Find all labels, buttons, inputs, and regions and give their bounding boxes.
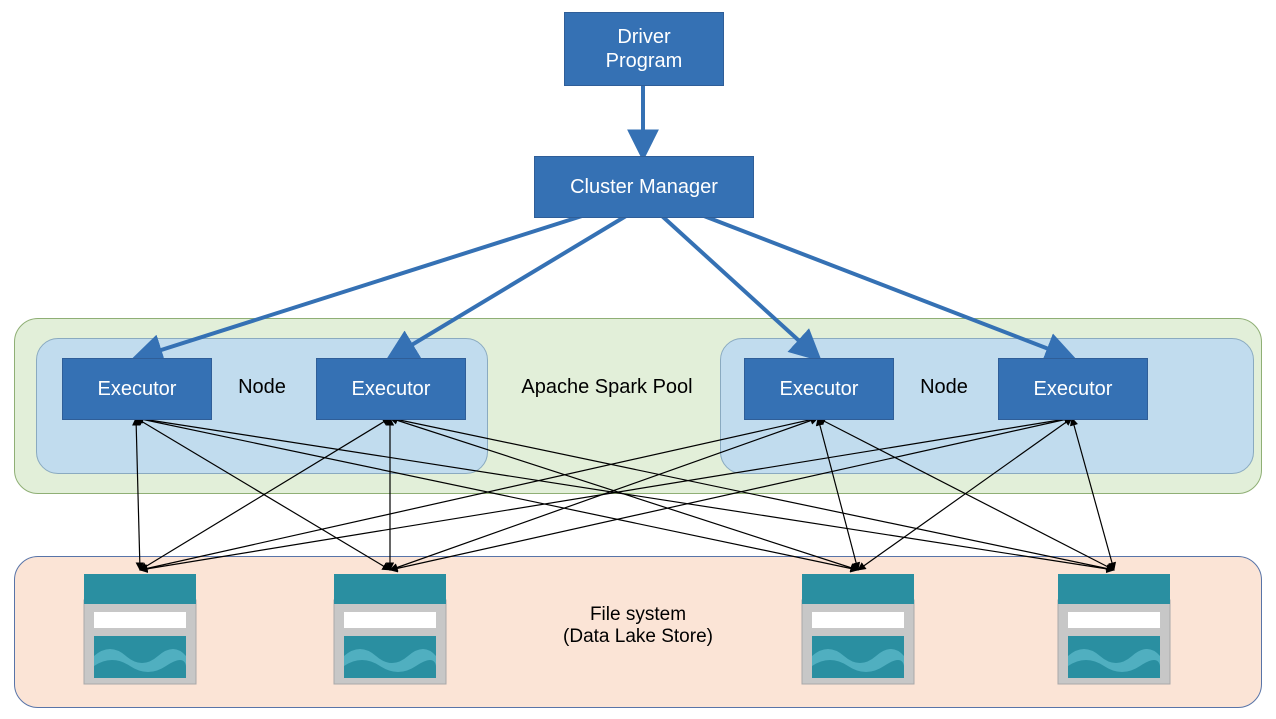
data-store-icon-2	[796, 570, 920, 688]
data-store-icon-0	[78, 570, 202, 688]
node-label-right: Node	[894, 376, 994, 404]
cluster-manager-box: Cluster Manager	[534, 156, 754, 218]
data-store-icon-3	[1052, 570, 1176, 688]
executor-box-1: Executor	[316, 358, 466, 420]
data-store-icon-1	[328, 570, 452, 688]
executor-box-0: Executor	[62, 358, 212, 420]
node-label-left: Node	[212, 376, 312, 404]
executor-box-2: Executor	[744, 358, 894, 420]
driver-box: Driver Program	[564, 12, 724, 86]
filesystem-label: File system(Data Lake Store)	[498, 604, 778, 654]
executor-box-3: Executor	[998, 358, 1148, 420]
pool-label: Apache Spark Pool	[498, 376, 716, 404]
